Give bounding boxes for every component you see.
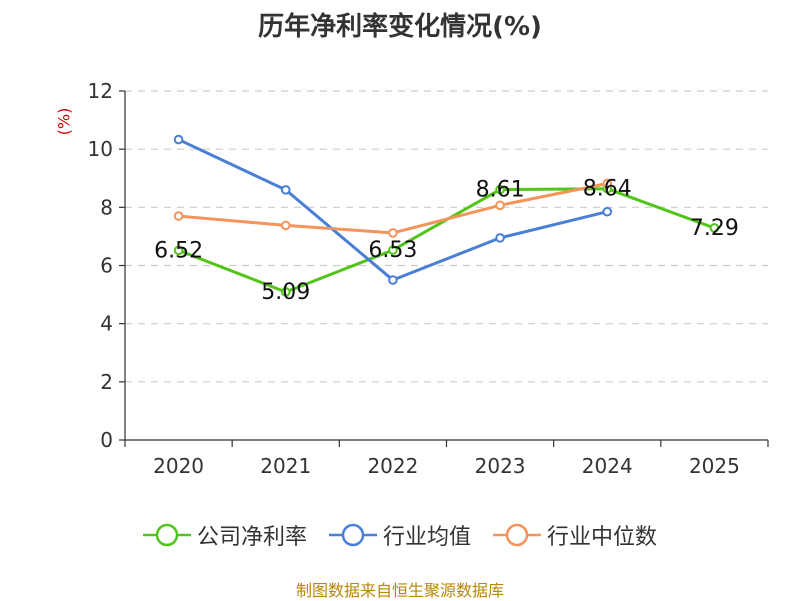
point-company-2025[interactable] xyxy=(709,223,720,233)
y-tick-label-10: 10 xyxy=(88,137,113,161)
legend: 公司净利率 行业均值 行业中位数 xyxy=(0,519,800,551)
point-industry-mean-2024[interactable] xyxy=(602,206,613,217)
y-tick-label-0: 0 xyxy=(100,428,113,452)
point-industry-mean-2023[interactable] xyxy=(495,233,505,243)
x-tick-label-2022: 2022 xyxy=(367,454,418,478)
point-industry-median-2020[interactable] xyxy=(173,211,184,221)
point-industry-median-2022[interactable] xyxy=(388,228,398,238)
point-company-2022[interactable] xyxy=(388,245,398,255)
point-industry-mean-2022[interactable] xyxy=(388,275,398,285)
point-industry-median-2024[interactable] xyxy=(602,178,613,189)
series-points xyxy=(173,134,720,297)
chart-title: 历年净利率变化情况(%) xyxy=(258,12,542,42)
legend-swatch-company xyxy=(142,523,191,547)
legend-item-company[interactable]: 公司净利率 xyxy=(142,519,307,551)
x-tick-label-2023: 2023 xyxy=(475,454,526,478)
y-tick-label-6: 6 xyxy=(100,254,113,278)
data-label-company-2024: 8.64 xyxy=(583,177,632,202)
data-label-company-2025: 7.29 xyxy=(690,216,739,241)
axes xyxy=(119,90,769,447)
legend-item-industry-mean[interactable]: 行业均值 xyxy=(328,519,471,551)
legend-item-industry-median[interactable]: 行业中位数 xyxy=(493,519,657,551)
series-line-industry-median xyxy=(178,182,608,235)
x-tick-label-2020: 2020 xyxy=(153,454,204,478)
data-label-company-2022: 6.53 xyxy=(368,238,417,263)
data-label-company-2020: 6.52 xyxy=(154,238,203,263)
y-tick-label-4: 4 xyxy=(100,312,113,336)
point-company-2023[interactable] xyxy=(495,184,505,195)
y-tick-label-12: 12 xyxy=(88,79,113,103)
x-tick-label-2025: 2025 xyxy=(689,454,740,478)
legend-swatch-industry-median xyxy=(493,523,541,547)
y-tick-label-2: 2 xyxy=(100,370,113,394)
series-lines xyxy=(177,138,715,294)
series-line-company xyxy=(178,187,715,294)
point-industry-median-2023[interactable] xyxy=(495,200,505,211)
point-company-2021[interactable] xyxy=(280,287,291,297)
gridlines xyxy=(125,90,768,383)
point-industry-mean-2020[interactable] xyxy=(173,134,184,145)
legend-label-company: 公司净利率 xyxy=(196,525,307,550)
data-label-company-2023: 8.61 xyxy=(476,178,525,203)
data-source-note: 制图数据来自恒生聚源数据库 xyxy=(295,581,504,600)
point-industry-mean-2021[interactable] xyxy=(280,185,291,195)
legend-label-industry-median: 行业中位数 xyxy=(547,525,658,550)
x-tick-label-2024: 2024 xyxy=(582,454,633,478)
x-tick-label-2021: 2021 xyxy=(260,454,311,478)
data-label-company-2021: 5.09 xyxy=(261,280,310,305)
y-tick-label-8: 8 xyxy=(100,195,113,219)
point-industry-median-2021[interactable] xyxy=(280,220,291,231)
point-company-2020[interactable] xyxy=(173,245,184,256)
tick-labels: 0 2 4 6 8 10 12 2020 2021 2022 2023 2024 2025 xyxy=(88,79,740,478)
data-labels: 6.52 5.09 6.53 8.61 8.64 7.29 xyxy=(154,177,739,305)
legend-label-industry-mean: 行业均值 xyxy=(382,525,471,550)
legend-swatch-industry-mean xyxy=(328,523,377,547)
